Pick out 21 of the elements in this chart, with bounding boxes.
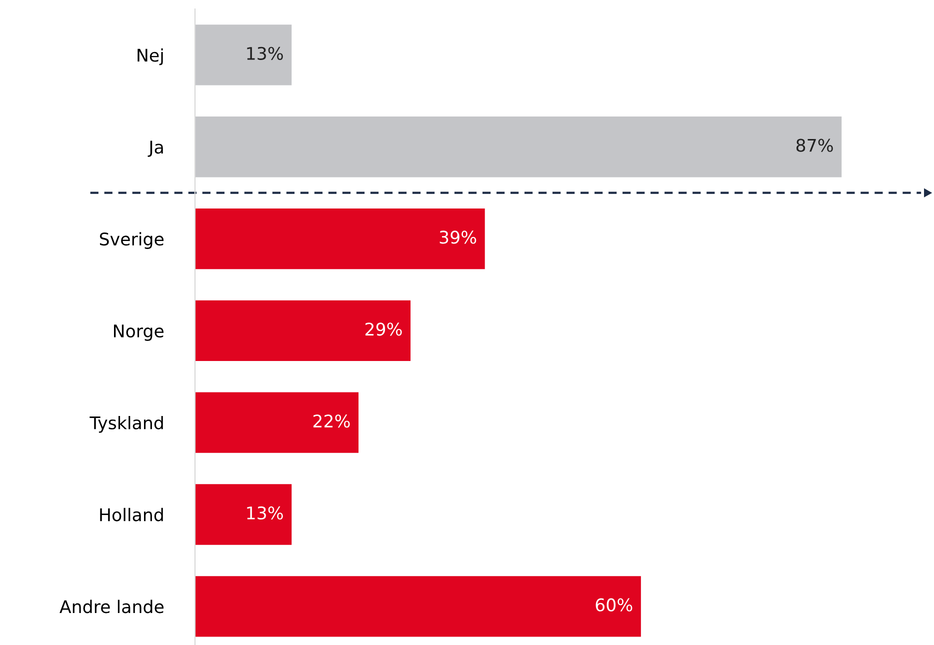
bar bbox=[195, 576, 641, 637]
data-label: 29% bbox=[365, 322, 402, 336]
bar bbox=[195, 24, 292, 86]
y-tick-label: Tyskland bbox=[90, 416, 163, 433]
bar bbox=[195, 208, 485, 270]
y-tick-label: Sverige bbox=[100, 232, 164, 249]
data-label: 87% bbox=[796, 138, 833, 152]
bar bbox=[195, 392, 359, 453]
data-label: 39% bbox=[440, 230, 476, 244]
y-tick-label: Ja bbox=[148, 140, 163, 157]
y-tick-label: Holland bbox=[100, 508, 163, 522]
y-tick-label: Nej bbox=[138, 48, 163, 66]
y-tick-label: Andre lande bbox=[60, 600, 164, 614]
y-tick-label: Norge bbox=[114, 324, 164, 341]
data-label: 22% bbox=[313, 414, 350, 428]
bar bbox=[195, 116, 842, 178]
data-label: 60% bbox=[596, 598, 632, 612]
data-label: 13% bbox=[247, 506, 283, 520]
bar bbox=[195, 300, 411, 362]
data-label: 13% bbox=[247, 46, 283, 60]
bar bbox=[195, 484, 292, 545]
